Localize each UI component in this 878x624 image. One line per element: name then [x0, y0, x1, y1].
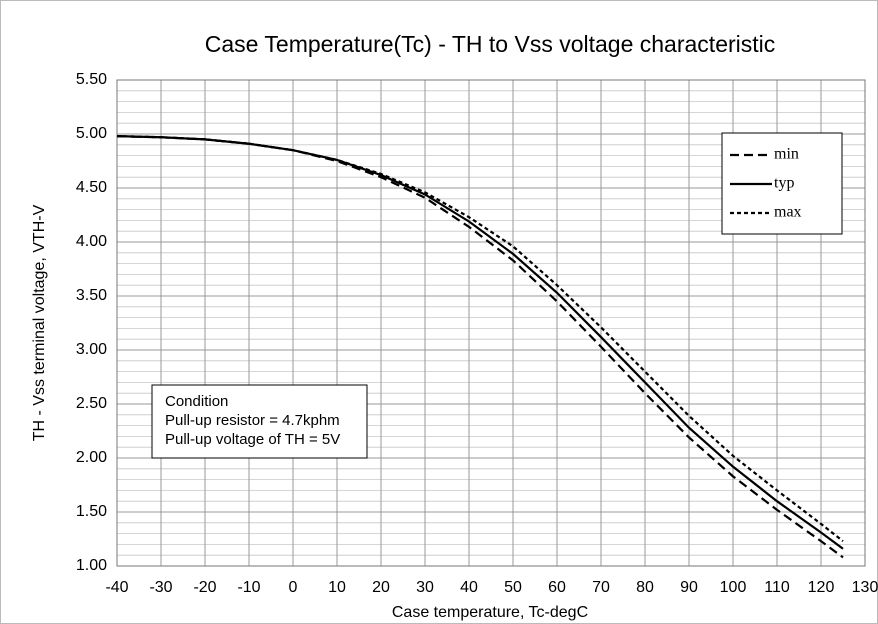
x-tick-label: 130: [852, 579, 878, 596]
x-tick-label: 0: [289, 579, 298, 596]
x-tick-label: 120: [808, 579, 835, 596]
y-tick-label: 3.50: [76, 287, 107, 304]
y-tick-label: 5.00: [76, 125, 107, 142]
annotation-text: Pull-up resistor = 4.7kphm: [165, 412, 340, 429]
x-tick-label: 110: [764, 579, 790, 596]
y-tick-label: 4.00: [76, 233, 107, 250]
x-tick-label: 10: [328, 579, 346, 596]
x-tick-label: 30: [416, 579, 434, 596]
x-tick-label: 40: [460, 579, 478, 596]
x-tick-label: 80: [636, 579, 654, 596]
y-axis-label: TH - Vss terminal voltage, VTH-V: [31, 204, 48, 441]
x-tick-label: -20: [193, 579, 216, 596]
plot-border: [116, 79, 866, 567]
y-tick-label: 1.00: [76, 557, 107, 574]
legend-label: typ: [774, 175, 794, 192]
x-tick-label: 100: [720, 579, 747, 596]
x-tick-label: -40: [105, 579, 128, 596]
series-line: [116, 135, 844, 543]
annotation-text: Pull-up voltage of TH = 5V: [165, 431, 340, 448]
x-tick-label: 60: [548, 579, 566, 596]
series-line: [116, 135, 844, 550]
y-tick-label: 2.00: [76, 449, 107, 466]
y-tick-label: 2.50: [76, 395, 107, 412]
legend-label: max: [774, 204, 802, 221]
x-tick-label: 70: [592, 579, 610, 596]
y-tick-label: 4.50: [76, 179, 107, 196]
chart-title: Case Temperature(Tc) - TH to Vss voltage…: [205, 31, 776, 57]
x-tick-label: 20: [372, 579, 390, 596]
y-tick-label: 1.50: [76, 503, 107, 520]
x-tick-label: 90: [680, 579, 698, 596]
x-tick-label: -30: [149, 579, 172, 596]
y-tick-label: 3.00: [76, 341, 107, 358]
x-tick-label: -10: [237, 579, 260, 596]
annotation-box: [151, 384, 368, 459]
legend-label: min: [774, 146, 799, 163]
y-tick-label: 5.50: [76, 71, 107, 88]
annotation-text: Condition: [165, 393, 228, 410]
x-axis-label: Case temperature, Tc-degC: [392, 604, 588, 621]
x-tick-label: 50: [504, 579, 522, 596]
series-line: [116, 135, 844, 559]
